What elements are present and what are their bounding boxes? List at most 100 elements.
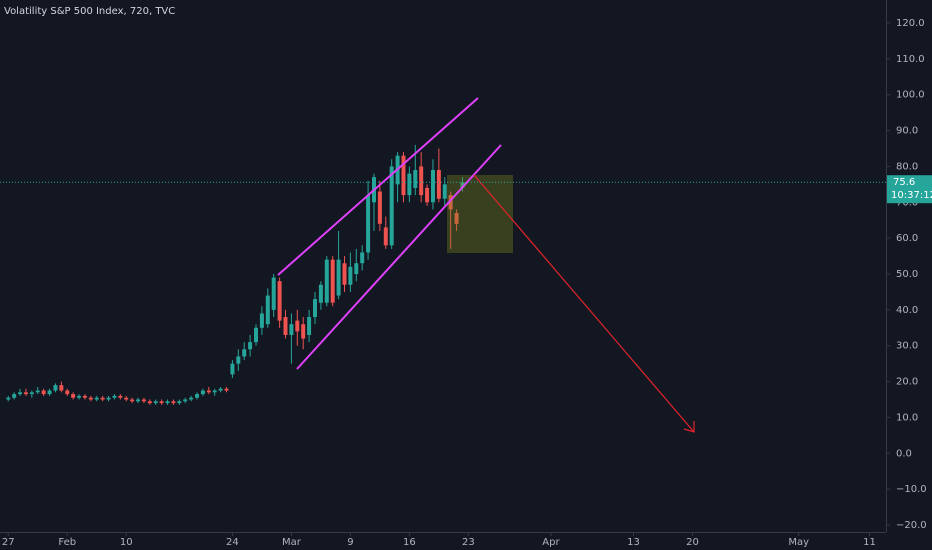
candle-body: [248, 342, 253, 350]
candle-body: [324, 259, 329, 303]
candle-body: [330, 259, 335, 303]
candle-body: [53, 385, 58, 391]
candle-body: [407, 173, 412, 196]
candle-body: [41, 390, 46, 395]
chart-title: Volatility S&P 500 Index, 720, TVC: [4, 6, 175, 17]
candle-body: [183, 399, 188, 402]
candle-body: [82, 395, 87, 398]
x-tick-label: 11: [863, 537, 876, 548]
candle-body: [171, 401, 176, 404]
candle-body: [94, 397, 99, 400]
candle-body: [195, 394, 200, 398]
candle-body: [153, 401, 158, 404]
candle-body: [354, 263, 359, 274]
candle-body: [366, 195, 371, 253]
candle-body: [18, 392, 23, 395]
y-tick-label: 100.0: [896, 90, 925, 101]
candle-body: [147, 401, 152, 404]
candle-body: [12, 394, 17, 398]
candle-body: [336, 259, 341, 296]
candle-body: [413, 170, 418, 188]
candle-body: [242, 349, 247, 357]
y-tick-label: 10.0: [896, 412, 918, 423]
candle-body: [342, 263, 347, 285]
candle-body: [377, 191, 382, 224]
candle-body: [425, 187, 430, 203]
candle-body: [301, 324, 306, 339]
candle-body: [118, 395, 123, 398]
target-box: [447, 175, 513, 253]
candle-body: [460, 182, 465, 188]
candle-body: [360, 252, 365, 264]
candle-body: [189, 397, 194, 400]
candle-body: [442, 184, 447, 199]
x-tick-label: 23: [462, 537, 475, 548]
candle-body: [77, 395, 82, 398]
candle-body: [136, 399, 141, 402]
candle-body: [200, 390, 205, 395]
plot: [6, 144, 465, 405]
y-tick-label: 110.0: [896, 54, 925, 65]
candle-body: [71, 394, 76, 398]
candle-body: [289, 324, 294, 335]
candle-body: [59, 385, 64, 391]
candle-body: [277, 281, 282, 321]
x-tick-label: Apr: [542, 537, 560, 548]
candle-body: [224, 388, 229, 391]
candle-body: [436, 170, 441, 199]
candle-body: [283, 317, 288, 335]
x-tick-label: Mar: [282, 537, 302, 548]
candle-body: [454, 213, 459, 224]
candle-body: [218, 388, 223, 391]
y-tick-label: 40.0: [896, 305, 918, 316]
candle-body: [65, 390, 70, 395]
x-tick-label: 16: [403, 537, 416, 548]
candle-body: [100, 397, 105, 400]
channel-lower: [296, 144, 502, 370]
y-tick-label: 30.0: [896, 341, 918, 352]
y-tick-label: 20.0: [896, 377, 918, 388]
candle-body: [271, 277, 276, 310]
y-tick-label: −20.0: [896, 520, 927, 531]
x-tick-label: 20: [686, 537, 699, 548]
candle-body: [106, 397, 111, 400]
candle-body: [23, 392, 28, 395]
candle-body: [419, 166, 424, 196]
candle-body: [312, 299, 317, 318]
candle-body: [47, 390, 52, 395]
y-tick-label: 60.0: [896, 233, 918, 244]
x-tick-label: 27: [2, 537, 15, 548]
price-label-box: [887, 175, 932, 204]
candle-body: [401, 155, 406, 196]
candle-body: [6, 397, 11, 400]
arrow-head: [683, 421, 695, 433]
x-tick-label: May: [788, 537, 809, 548]
candle-body: [130, 399, 135, 402]
candle-body: [35, 390, 40, 393]
candle-body: [265, 295, 270, 325]
candle-body: [88, 397, 93, 400]
candle-body: [141, 399, 146, 402]
candle-body: [430, 170, 435, 203]
candle-body: [348, 266, 353, 285]
candle-body: [383, 227, 388, 246]
candle-body: [318, 284, 323, 303]
x-tick-label: 10: [120, 537, 133, 548]
y-tick-label: 120.0: [896, 18, 925, 29]
x-tick-label: 13: [627, 537, 640, 548]
candle-body: [29, 392, 34, 395]
x-tick-label: 9: [347, 537, 353, 548]
candle-body: [212, 390, 217, 393]
countdown-label: 10:37:12: [891, 190, 932, 201]
price-label: 75.6: [893, 177, 915, 188]
projection-arrow: [473, 174, 695, 433]
candle-body: [254, 327, 259, 343]
candle-body: [295, 320, 300, 332]
candle-body: [230, 363, 235, 375]
candle-body: [159, 401, 164, 404]
candle-body: [124, 397, 129, 400]
y-tick-label: 80.0: [896, 161, 918, 172]
y-tick-label: 90.0: [896, 126, 918, 137]
